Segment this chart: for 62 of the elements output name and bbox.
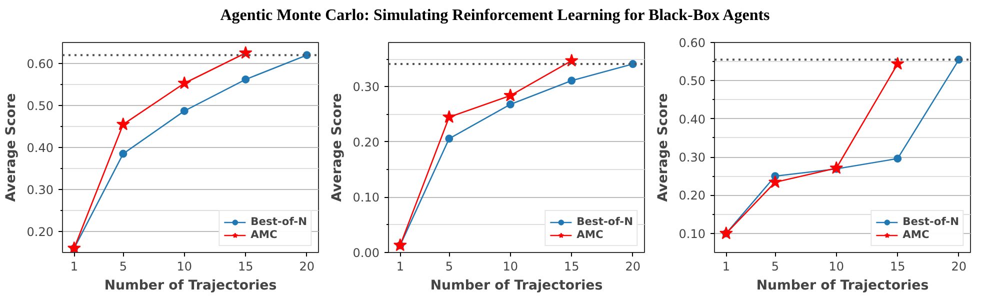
y-tick-label: 0.20 xyxy=(26,225,54,239)
legend-label: Best-of-N xyxy=(250,215,307,228)
x-axis-title: Number of Trajectories xyxy=(430,278,603,294)
x-tick-label: 1 xyxy=(70,260,78,274)
y-axis-title: Average Score xyxy=(4,93,19,202)
y-tick-label: 0.30 xyxy=(678,150,706,165)
x-tick-label: 20 xyxy=(299,260,315,274)
point xyxy=(238,46,252,59)
legend-label: AMC xyxy=(250,228,278,241)
y-tick-label: 0.40 xyxy=(26,141,54,155)
point xyxy=(894,154,902,163)
legend-label: Best-of-N xyxy=(902,215,959,228)
y-tick-label: 0.60 xyxy=(678,36,706,50)
point xyxy=(393,238,407,252)
point xyxy=(564,54,578,66)
legend-label: AMC xyxy=(902,228,930,241)
x-axis-title: Number of Trajectories xyxy=(104,278,277,294)
point xyxy=(890,56,904,70)
x-axis-title: Number of Trajectories xyxy=(756,278,929,294)
x-tick-label: 10 xyxy=(176,260,192,274)
point xyxy=(242,75,250,84)
x-tick-label: 15 xyxy=(564,260,580,274)
y-tick-label: 0.00 xyxy=(352,246,380,260)
point xyxy=(719,226,733,240)
y-tick-label: 0.10 xyxy=(678,226,706,241)
point xyxy=(445,134,454,143)
point xyxy=(506,100,514,108)
y-tick-label: 0.30 xyxy=(352,80,380,94)
y-tick-label: 0.50 xyxy=(26,99,54,113)
point xyxy=(180,106,188,115)
x-tick-label: 1 xyxy=(722,260,730,274)
y-tick-label: 0.20 xyxy=(352,135,380,150)
y-tick-label: 0.30 xyxy=(26,183,54,197)
y-tick-label: 0.10 xyxy=(352,190,380,205)
y-tick-label: 0.60 xyxy=(26,57,54,71)
point xyxy=(178,76,192,89)
x-tick-label: 5 xyxy=(445,260,453,274)
x-tick-label: 5 xyxy=(119,260,127,274)
point xyxy=(768,175,782,188)
point xyxy=(830,161,844,174)
y-axis-title: Average Score xyxy=(656,93,671,202)
x-tick-label: 15 xyxy=(238,260,254,274)
point xyxy=(119,150,128,158)
x-tick-label: 5 xyxy=(771,260,779,274)
x-tick-label: 1 xyxy=(396,260,404,274)
legend-label: Best-of-N xyxy=(576,215,633,228)
x-tick-label: 15 xyxy=(890,260,906,274)
point xyxy=(568,76,576,85)
y-tick-label: 0.20 xyxy=(678,188,706,203)
x-tick-label: 10 xyxy=(828,260,844,274)
x-tick-label: 20 xyxy=(625,260,641,274)
point xyxy=(504,88,518,102)
x-tick-label: 10 xyxy=(502,260,518,274)
point xyxy=(67,241,81,252)
legend-label: AMC xyxy=(576,228,604,241)
text: Agentic Monte Carlo: Simulating Reinforcement Learning for Black-Box Agents xyxy=(220,6,770,26)
y-tick-label: 0.50 xyxy=(678,74,706,88)
y-tick-label: 0.40 xyxy=(678,112,706,126)
y-axis-title: Average Score xyxy=(330,93,345,202)
point xyxy=(442,110,456,123)
x-tick-label: 20 xyxy=(951,260,967,274)
point xyxy=(116,117,130,130)
